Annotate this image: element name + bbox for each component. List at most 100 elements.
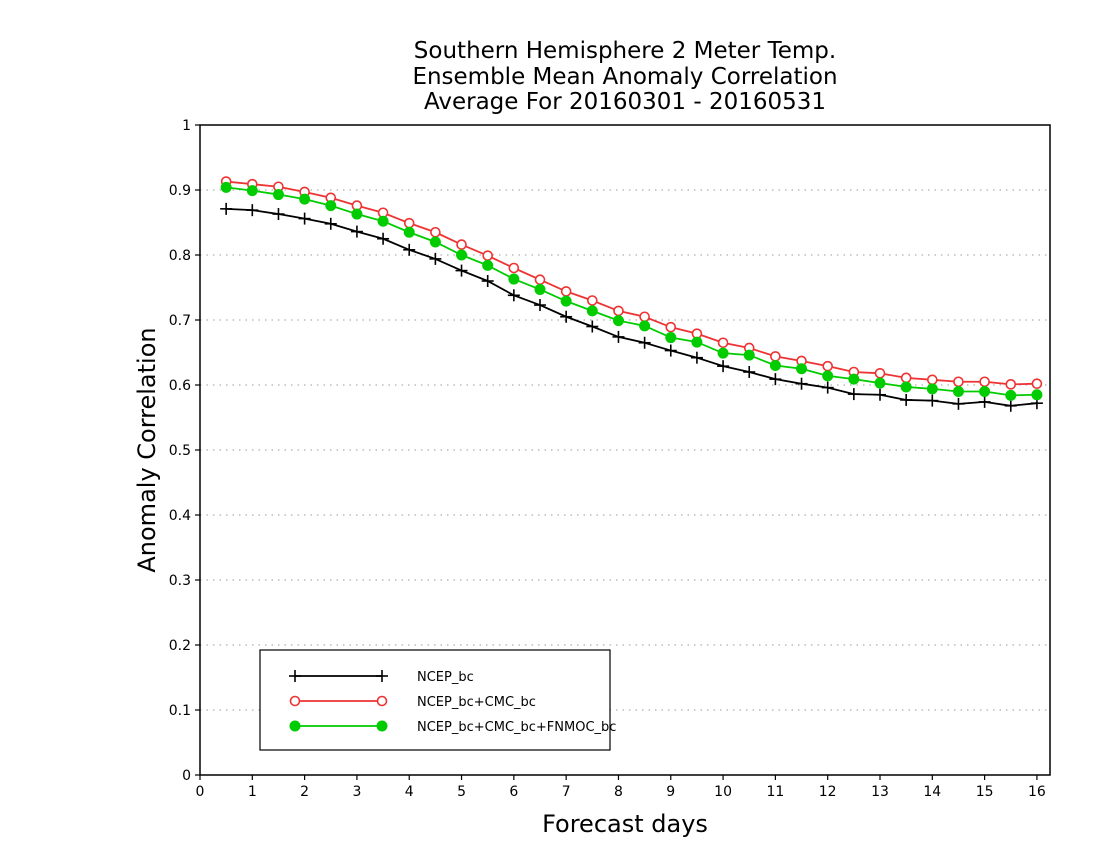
x-tick-label: 1 [248, 784, 257, 800]
data-point [430, 226, 441, 238]
data-point [220, 181, 232, 193]
data-point [377, 232, 390, 245]
data-point [1031, 389, 1043, 401]
data-point [691, 336, 703, 348]
y-tick-label: 0.6 [169, 378, 191, 394]
data-point [796, 363, 808, 375]
x-tick-label: 14 [923, 784, 941, 800]
data-point [429, 252, 442, 265]
y-tick-label: 1 [182, 118, 191, 134]
y-tick-label: 0 [182, 768, 191, 784]
data-point [299, 193, 311, 205]
data-point [717, 360, 730, 373]
data-point [272, 189, 284, 201]
data-point [795, 377, 808, 390]
data-point [403, 217, 415, 229]
data-point [350, 225, 363, 238]
x-tick-label: 11 [766, 784, 784, 800]
data-point [952, 386, 964, 397]
legend-box [259, 649, 611, 751]
data-point [482, 259, 494, 271]
data-point [717, 337, 729, 349]
data-point [1004, 399, 1017, 412]
y-tick-label: 0.5 [169, 443, 191, 459]
data-point [665, 321, 677, 333]
data-point [926, 383, 938, 395]
y-tick-label: 0.7 [169, 313, 191, 329]
data-point [403, 226, 415, 238]
series-line [226, 207, 1038, 407]
data-point [246, 204, 259, 217]
data-point [926, 394, 939, 407]
data-point [456, 239, 467, 250]
legend: NCEP_bc NCEP_bc+CMC_bc NCEP_bc+CMC_bc+FNMO… [259, 649, 616, 751]
data-point [455, 264, 468, 277]
data-point [1005, 389, 1017, 401]
data-point [978, 395, 991, 408]
y-tick-label: 0.8 [169, 248, 191, 264]
legend-marker [376, 720, 388, 732]
x-axis-title: Forecast days [542, 810, 708, 838]
data-point [953, 376, 964, 388]
data-point [927, 374, 938, 386]
x-tick-label: 5 [457, 784, 466, 800]
legend-marker [289, 720, 301, 732]
series-group [220, 176, 1043, 412]
data-point [507, 289, 520, 302]
data-point [560, 295, 572, 307]
y-axis-title: Anomaly Correlation [133, 327, 161, 572]
legend-marker [289, 695, 301, 707]
data-point [900, 381, 912, 393]
data-point [952, 397, 965, 410]
data-point [664, 344, 677, 357]
series-1 [220, 202, 1043, 412]
data-point [743, 366, 756, 378]
data-point [403, 243, 416, 256]
data-point [665, 332, 677, 344]
series-2 [220, 176, 1043, 390]
data-point [220, 202, 233, 215]
series-line [226, 186, 1037, 397]
legend-label: NCEP_bc [417, 670, 474, 685]
data-point [900, 393, 913, 406]
legend-entry: NCEP_bc+CMC_bc+FNMOC_bc [289, 720, 616, 735]
data-point [848, 373, 860, 385]
data-point [508, 273, 520, 285]
axis-ticks: 00.10.20.30.40.50.60.70.80.910 1 2 3 4 5 6 7 8 9 1… [169, 118, 1046, 800]
data-point [613, 305, 624, 317]
data-point [900, 372, 912, 384]
data-point [272, 208, 285, 221]
legend-entry: NCEP_bc+CMC_bc [289, 695, 536, 710]
y-tick-label: 0.9 [169, 183, 191, 199]
data-point [769, 360, 781, 371]
data-point [639, 311, 650, 323]
data-point [324, 217, 337, 230]
data-point [534, 299, 546, 312]
data-point [874, 377, 886, 389]
data-point [770, 351, 781, 362]
x-tick-label: 6 [509, 784, 518, 800]
data-point [612, 315, 624, 327]
legend-label: NCEP_bc+CMC_bc [417, 695, 536, 710]
x-tick-label: 7 [562, 784, 571, 800]
data-point [639, 320, 651, 332]
data-point [560, 286, 572, 297]
x-tick-label: 0 [196, 784, 205, 800]
data-point [1005, 379, 1017, 390]
series-3 [220, 181, 1043, 401]
data-point [298, 212, 311, 225]
x-tick-label: 8 [614, 784, 623, 800]
data-point [979, 386, 991, 397]
chart-title-line-1: Southern Hemisphere 2 Meter Temp. [414, 38, 836, 64]
data-point [534, 274, 546, 286]
data-point [847, 388, 860, 401]
data-point [638, 336, 651, 349]
data-point [690, 351, 703, 364]
data-point [508, 262, 520, 274]
y-tick-label: 0.1 [169, 703, 191, 719]
legend-marker [289, 670, 301, 682]
y-tick-label: 0.3 [169, 573, 191, 589]
data-point [429, 236, 441, 248]
data-point [979, 376, 990, 388]
